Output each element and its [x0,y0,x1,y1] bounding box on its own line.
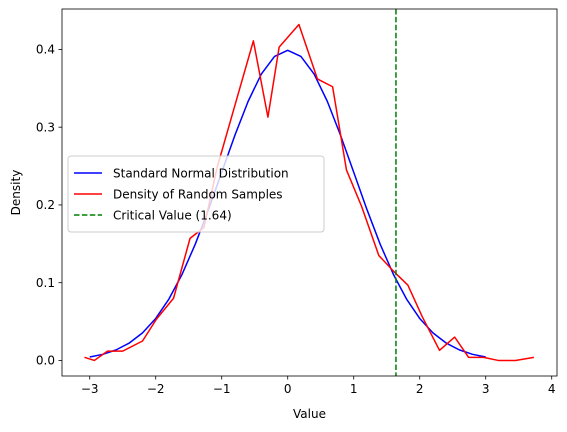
series-line-standard-normal [89,49,486,358]
plot-area-frame [61,8,558,377]
series-layer [84,9,535,376]
y-tick-label-0.4: 0.4 [36,43,55,57]
legend-entry-random-samples: Density of Random Samples [113,187,283,201]
legend-box [67,155,325,233]
y-tick-label-0: 0.0 [36,354,55,368]
legend-entry-standard-normal: Standard Normal Distribution [113,166,289,180]
axis-ticks: −3 −2 −1 0 1 2 3 4 0.0 0.1 0.2 0.3 0.4 [36,43,556,396]
x-tick-label-3: −3 [81,382,99,396]
y-axis-label: Density [9,170,23,216]
x-tick-label-4: 4 [548,382,556,396]
x-tick-label-2: −2 [147,382,165,396]
y-tick-label-0.1: 0.1 [36,276,55,290]
x-tick-label-0: 0 [284,382,292,396]
x-axis-label: Value [293,407,326,421]
y-tick-label-0.3: 0.3 [36,120,55,134]
x-tick-label-2: 2 [416,382,424,396]
x-tick-label-1: 1 [350,382,358,396]
x-tick-label-3: 3 [482,382,490,396]
legend-entry-critical-value: Critical Value (1.64) [113,208,232,222]
y-tick-label-0.2: 0.2 [36,198,55,212]
x-tick-label-1: −1 [213,382,231,396]
legend: Standard Normal Distribution Density of … [67,155,325,233]
series-line-random-samples [84,23,535,362]
